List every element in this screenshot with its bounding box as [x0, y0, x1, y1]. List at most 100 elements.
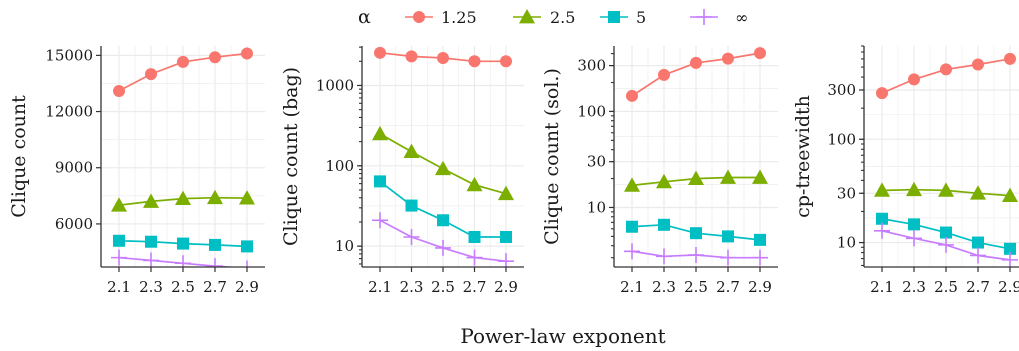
- point-inf: [175, 255, 191, 267]
- point-1-25: [113, 84, 125, 97]
- x-tick-label: 2.5: [684, 278, 708, 296]
- panel-4: 10 30 100 300 2.1 2.3 2.5 2.7 2.9 cp-treewidth: [792, 45, 1019, 296]
- legend-label-5: 5: [636, 8, 646, 27]
- point-inf: [656, 248, 672, 265]
- point-1-25: [405, 50, 418, 63]
- y-tick-label: 300: [827, 81, 856, 99]
- point-5: [754, 233, 766, 246]
- x-tick-label: 2.3: [139, 278, 163, 296]
- point-inf: [624, 243, 640, 260]
- x-tick-label: 2.9: [998, 278, 1019, 296]
- point-2-5: [906, 181, 922, 197]
- point-5: [1004, 242, 1016, 255]
- point-5: [690, 227, 702, 240]
- point-2-5: [720, 169, 736, 184]
- plot-area: [111, 47, 255, 267]
- point-2-5: [688, 170, 704, 185]
- panels: 6000 9000 12000 15000 2.1 2.3 2.5 2.7 2.9 Clique …: [8, 45, 1019, 296]
- point-1-25: [437, 51, 449, 64]
- x-tick-label: 2.7: [966, 278, 990, 296]
- point-2-5: [207, 189, 223, 205]
- x-tick-label: 2.1: [620, 278, 644, 296]
- x-tick-label: 2.1: [870, 278, 894, 296]
- point-1-25: [626, 89, 638, 102]
- y-tick-label: 10: [587, 198, 606, 216]
- y-axis-label: Clique count (bag): [280, 67, 302, 246]
- legend-title: α: [358, 6, 371, 28]
- x-tick-label: 2.3: [902, 278, 926, 296]
- y-tick-label: 12000: [45, 103, 93, 121]
- point-1-25: [1004, 52, 1016, 65]
- panel-2: 10 100 1000 2.1 2.3 2.5 2.7 2.9 Clique count (ba…: [280, 46, 524, 296]
- point-inf: [970, 247, 986, 264]
- point-inf: [874, 222, 890, 239]
- point-5: [468, 230, 481, 243]
- point-2-5: [624, 177, 640, 192]
- point-1-25: [876, 87, 888, 100]
- point-5: [209, 238, 221, 251]
- point-inf: [720, 249, 736, 266]
- legend-marker-2-5: [519, 9, 535, 24]
- point-2-5: [970, 185, 986, 200]
- point-1-25: [374, 46, 386, 59]
- x-tick-label: 2.5: [431, 278, 455, 296]
- y-tick-label: 10: [837, 234, 856, 252]
- point-2-5: [752, 169, 768, 184]
- point-1-25: [145, 68, 157, 81]
- point-inf: [372, 212, 388, 229]
- legend-marker-1-25: [413, 11, 425, 23]
- point-2-5: [656, 173, 672, 189]
- panel-1: 6000 9000 12000 15000 2.1 2.3 2.5 2.7 2.9 Clique …: [8, 46, 265, 296]
- point-inf: [938, 236, 954, 253]
- x-tick-label: 2.7: [716, 278, 740, 296]
- point-2-5: [938, 182, 954, 197]
- x-tick-label: 2.5: [171, 278, 195, 296]
- point-2-5: [175, 190, 191, 206]
- point-1-25: [209, 51, 221, 64]
- legend-label-2-5: 2.5: [550, 8, 575, 27]
- y-tick-label: 100: [827, 130, 856, 148]
- point-5: [374, 175, 386, 188]
- y-tick-label: 1000: [316, 76, 354, 94]
- point-1-25: [722, 52, 734, 65]
- point-1-25: [940, 63, 952, 76]
- point-1-25: [690, 56, 702, 69]
- point-5: [972, 236, 984, 249]
- point-5: [626, 220, 638, 233]
- point-inf: [688, 247, 704, 263]
- plot-area: [372, 46, 514, 267]
- point-inf: [403, 228, 420, 245]
- y-axis-label: Clique count: [8, 95, 30, 218]
- point-inf: [111, 249, 127, 266]
- legend: α 1.25 2.5 5 ∞: [358, 6, 748, 28]
- x-tick-label: 2.1: [368, 278, 392, 296]
- point-1-25: [468, 55, 481, 68]
- point-5: [658, 218, 670, 231]
- x-tick-label: 2.5: [934, 278, 958, 296]
- point-1-25: [500, 55, 512, 68]
- y-tick-label: 100: [325, 157, 354, 175]
- legend-label-1-25: 1.25: [441, 8, 477, 27]
- y-axis-label: Clique count (sol.): [541, 68, 563, 245]
- y-tick-label: 30: [837, 184, 856, 202]
- x-tick-label: 2.7: [463, 278, 487, 296]
- y-tick-label: 10: [335, 237, 354, 255]
- x-tick-label: 2.9: [494, 278, 518, 296]
- point-5: [876, 212, 888, 225]
- point-inf: [246, 260, 248, 267]
- point-1-25: [658, 68, 670, 81]
- point-5: [500, 230, 512, 243]
- point-2-5: [403, 143, 420, 159]
- point-2-5: [239, 190, 255, 205]
- legend-marker-5: [608, 11, 620, 23]
- point-2-5: [466, 176, 483, 192]
- x-tick-label: 2.9: [748, 278, 772, 296]
- point-5: [940, 226, 952, 239]
- point-1-25: [241, 47, 253, 60]
- point-2-5: [143, 193, 159, 208]
- point-5: [241, 240, 253, 253]
- point-inf: [752, 249, 768, 266]
- x-tick-label: 2.9: [235, 278, 259, 296]
- point-5: [437, 214, 449, 227]
- y-tick-label: 9000: [55, 159, 93, 177]
